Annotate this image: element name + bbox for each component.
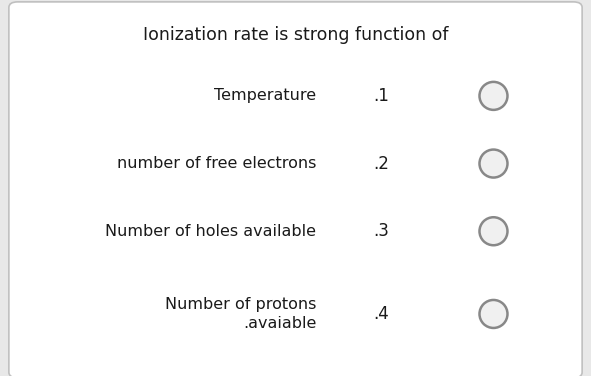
Text: .4: .4	[374, 305, 389, 323]
Text: number of free electrons: number of free electrons	[117, 156, 316, 171]
Ellipse shape	[479, 150, 508, 177]
Ellipse shape	[479, 217, 508, 245]
Text: Number of holes available: Number of holes available	[105, 224, 316, 239]
Text: .3: .3	[374, 222, 389, 240]
Text: .2: .2	[374, 155, 389, 173]
Text: .1: .1	[374, 87, 389, 105]
Text: Number of protons
.avaiable: Number of protons .avaiable	[165, 297, 316, 331]
Ellipse shape	[479, 82, 508, 110]
Text: Ionization rate is strong function of: Ionization rate is strong function of	[143, 26, 448, 44]
Text: Temperature: Temperature	[214, 88, 316, 103]
Ellipse shape	[479, 300, 508, 328]
FancyBboxPatch shape	[9, 2, 582, 376]
